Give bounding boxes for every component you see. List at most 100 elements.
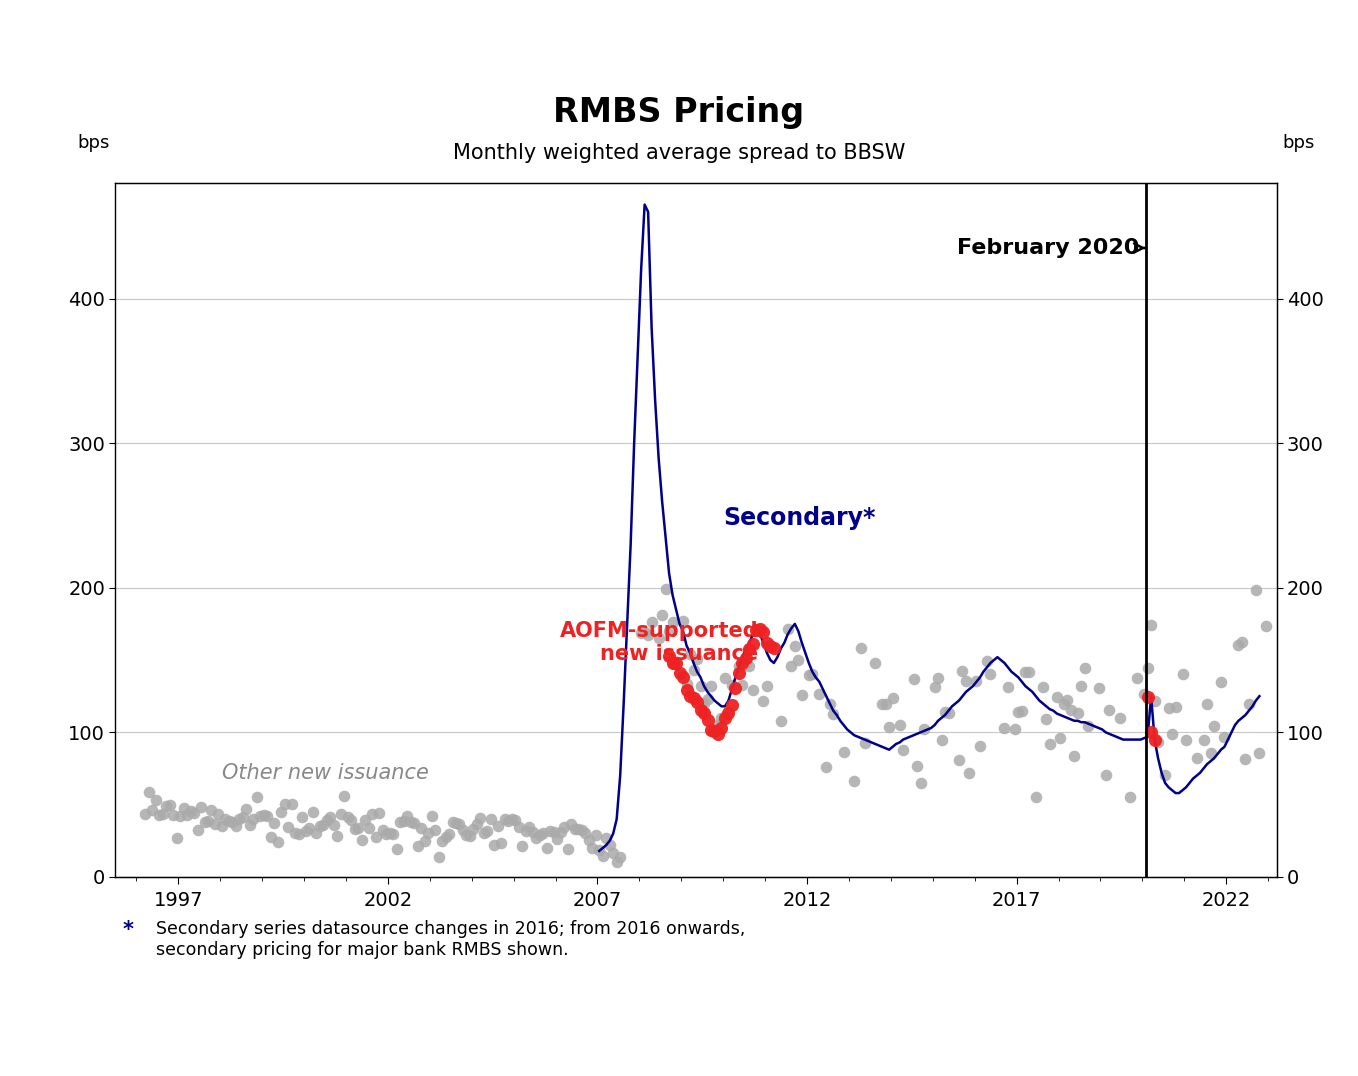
Point bbox=[679, 688, 701, 705]
Point bbox=[494, 810, 516, 827]
Point bbox=[316, 811, 338, 829]
Point bbox=[1010, 703, 1032, 720]
Point bbox=[159, 797, 181, 815]
Point bbox=[1238, 695, 1260, 712]
Point bbox=[913, 721, 934, 738]
Point bbox=[554, 818, 576, 835]
Point bbox=[1046, 689, 1067, 706]
Point bbox=[228, 810, 250, 827]
Point bbox=[714, 710, 736, 727]
Point bbox=[686, 694, 708, 711]
Point bbox=[441, 813, 463, 831]
Point bbox=[1057, 691, 1078, 708]
Point bbox=[843, 771, 865, 789]
Point bbox=[350, 832, 372, 849]
Point bbox=[1014, 664, 1036, 681]
Point bbox=[735, 654, 756, 671]
Point bbox=[1032, 679, 1054, 696]
Point bbox=[1214, 727, 1236, 745]
Point bbox=[186, 821, 208, 838]
Point bbox=[382, 825, 403, 843]
Point bbox=[368, 805, 390, 822]
Point bbox=[1154, 767, 1176, 784]
Point bbox=[490, 834, 512, 851]
Point bbox=[299, 819, 320, 836]
Point bbox=[277, 818, 299, 835]
Point bbox=[746, 622, 767, 639]
Point bbox=[732, 677, 754, 694]
Point bbox=[690, 700, 712, 718]
Point bbox=[1234, 750, 1256, 767]
Point bbox=[155, 797, 177, 815]
Point bbox=[428, 849, 449, 866]
Point bbox=[781, 657, 803, 675]
Point bbox=[312, 816, 334, 833]
Point bbox=[235, 801, 257, 818]
Point bbox=[326, 827, 348, 845]
Point bbox=[386, 840, 407, 858]
Point bbox=[183, 804, 205, 821]
Point bbox=[1077, 718, 1099, 735]
Point bbox=[134, 805, 156, 822]
Point bbox=[448, 816, 470, 833]
Point bbox=[1052, 695, 1074, 712]
Point bbox=[606, 853, 627, 870]
Point bbox=[630, 624, 652, 641]
Point bbox=[708, 717, 729, 734]
Point bbox=[284, 824, 306, 841]
Point bbox=[306, 824, 327, 841]
Point bbox=[1175, 732, 1196, 749]
Point bbox=[1143, 731, 1165, 748]
Point bbox=[288, 825, 310, 843]
Point bbox=[934, 703, 956, 720]
Point bbox=[148, 806, 170, 823]
Point bbox=[697, 711, 718, 728]
Point bbox=[872, 695, 894, 712]
Point bbox=[752, 692, 774, 709]
Point bbox=[725, 679, 747, 696]
Point bbox=[232, 808, 254, 825]
Point bbox=[257, 807, 278, 824]
Point bbox=[1134, 685, 1156, 703]
Point bbox=[1161, 725, 1183, 742]
Point bbox=[799, 667, 820, 684]
Point bbox=[308, 818, 330, 835]
Point bbox=[801, 666, 823, 683]
Point bbox=[208, 806, 230, 823]
Point bbox=[439, 825, 460, 843]
Point bbox=[634, 624, 656, 641]
Point bbox=[994, 719, 1016, 736]
Point bbox=[190, 798, 212, 816]
Point bbox=[588, 841, 610, 859]
Point bbox=[732, 654, 754, 671]
Point bbox=[568, 821, 589, 838]
Point bbox=[1119, 789, 1141, 806]
Point bbox=[777, 620, 799, 637]
Point bbox=[815, 759, 837, 776]
Point bbox=[268, 834, 289, 851]
Point bbox=[937, 704, 959, 721]
Point bbox=[1186, 750, 1207, 767]
Point bbox=[703, 722, 725, 739]
Point bbox=[708, 725, 729, 742]
Point bbox=[301, 803, 323, 820]
Point bbox=[881, 690, 903, 707]
Point bbox=[466, 815, 488, 832]
Point bbox=[955, 672, 976, 690]
Point bbox=[1137, 688, 1158, 705]
Point bbox=[166, 830, 187, 847]
Point bbox=[194, 813, 216, 831]
Point bbox=[521, 823, 543, 840]
Point bbox=[1059, 702, 1081, 719]
Point bbox=[170, 808, 191, 825]
Point bbox=[1210, 674, 1232, 691]
Point bbox=[270, 804, 292, 821]
Point bbox=[1148, 733, 1169, 750]
Point bbox=[570, 821, 592, 838]
Point bbox=[721, 676, 743, 693]
Point bbox=[693, 704, 714, 721]
Point bbox=[210, 817, 232, 834]
Point bbox=[1143, 692, 1165, 709]
Point bbox=[819, 696, 841, 713]
Text: bps: bps bbox=[1282, 133, 1315, 152]
